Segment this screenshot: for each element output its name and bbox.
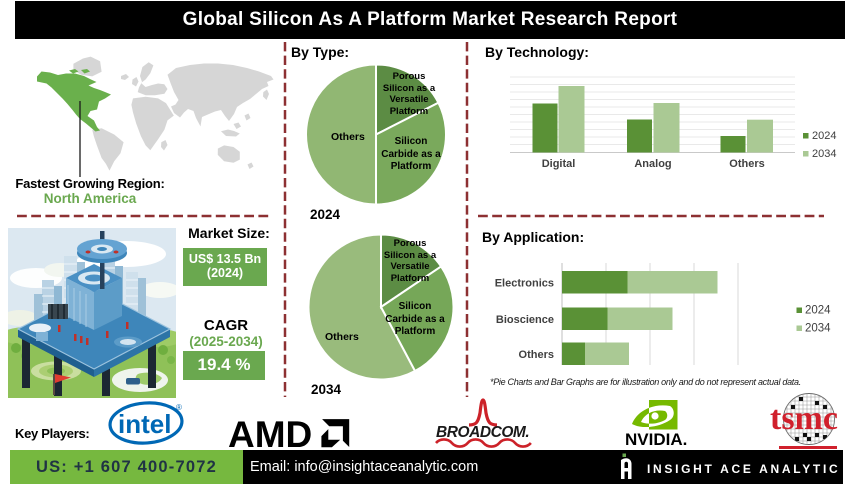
svg-text:2024: 2024	[805, 305, 831, 317]
svg-text:®: ®	[176, 403, 182, 412]
svg-text:INSIGHT ACE ANALYTIC: INSIGHT ACE ANALYTIC	[647, 462, 840, 476]
svg-text:2024: 2024	[812, 130, 836, 142]
svg-text:Analog: Analog	[634, 158, 671, 170]
svg-text:AMD: AMD	[228, 415, 312, 451]
svg-text:Electronics: Electronics	[495, 278, 554, 290]
svg-text:BROADCOM.: BROADCOM.	[436, 424, 529, 441]
svg-text:Bioscience: Bioscience	[496, 314, 554, 326]
svg-text:NVIDIA.: NVIDIA.	[625, 430, 687, 447]
svg-text:2034: 2034	[812, 148, 836, 160]
svg-text:Others: Others	[729, 158, 764, 170]
svg-text:intel: intel	[118, 409, 171, 439]
svg-text:Digital: Digital	[542, 158, 576, 170]
svg-text:tsmc: tsmc	[770, 400, 838, 437]
svg-text:Others: Others	[519, 349, 554, 361]
svg-text:2034: 2034	[805, 323, 831, 335]
